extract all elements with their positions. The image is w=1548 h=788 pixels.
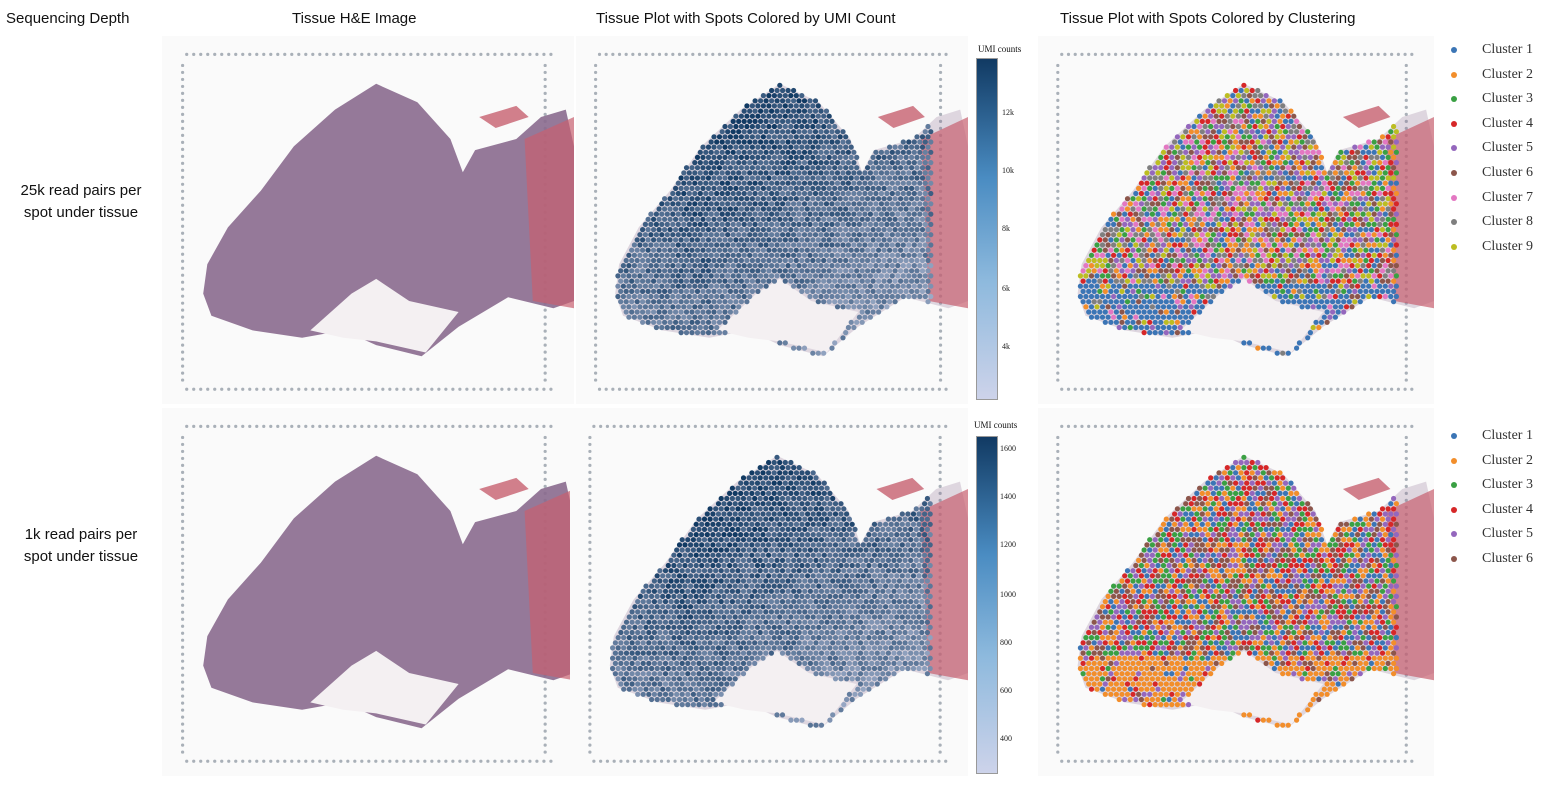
legend-label: Cluster 7 [1482,189,1533,205]
legend-label: Cluster 2 [1482,66,1533,82]
legend-item: Cluster 3 [1448,477,1548,493]
umi-colorbar-row2: UMI counts 1600 1400 1200 1000 800 600 4… [970,416,1030,778]
colorbar-tick: 10k [1002,166,1014,175]
legend-item: Cluster 1 [1448,428,1548,444]
cluster-plot-row1 [1038,36,1434,404]
tissue-svg [1056,52,1434,391]
legend-label: Cluster 5 [1482,140,1533,156]
legend-dot-icon [1451,457,1457,464]
legend-label: Cluster 2 [1482,452,1533,468]
legend-label: Cluster 5 [1482,526,1533,542]
row-label-25k-line1: 25k read pairs per [20,182,142,199]
colorbar-title: UMI counts [974,420,1018,430]
legend-dot-icon [1451,506,1457,513]
legend-label: Cluster 4 [1482,115,1533,131]
legend-item: Cluster 6 [1448,551,1548,567]
legend-dot-icon [1451,120,1457,127]
legend-dot-icon [1451,170,1457,176]
legend-dot-icon [1451,194,1457,201]
legend-item: Cluster 4 [1448,502,1548,518]
colorbar-tick: 1400 [1000,492,1016,501]
legend-item: Cluster 3 [1448,91,1548,107]
tissue-svg [1056,424,1434,763]
colorbar-tick: 1600 [1000,444,1016,453]
legend-item: Cluster 1 [1448,42,1548,58]
header-umi-plot: Tissue Plot with Spots Colored by UMI Co… [596,10,896,27]
colorbar-tick: 600 [1000,686,1012,695]
colorbar-gradient [976,436,998,774]
colorbar-title: UMI counts [978,44,1022,54]
legend-dot-icon [1451,219,1457,226]
colorbar-gradient [976,58,998,400]
legend-item: Cluster 2 [1448,453,1548,469]
legend-dot-icon [1451,482,1457,489]
legend-dot-icon [1451,433,1457,439]
legend-label: Cluster 6 [1482,165,1533,180]
legend-label: Cluster 6 [1482,551,1533,566]
legend-dot-icon [1451,145,1457,152]
legend-label: Cluster 4 [1482,501,1533,517]
legend-item: Cluster 5 [1448,140,1548,156]
colorbar-tick: 1200 [1000,540,1016,549]
legend-label: Cluster 8 [1482,214,1533,230]
legend-dot-icon [1451,243,1457,250]
legend-dot-icon [1451,556,1457,562]
header-sequencing-depth: Sequencing Depth [6,10,130,27]
legend-label: Cluster 3 [1482,477,1533,493]
legend-item: Cluster 2 [1448,67,1548,83]
legend-item: Cluster 9 [1448,239,1548,255]
tissue-svg [181,52,574,391]
legend-label: Cluster 1 [1482,42,1533,57]
header-he-image: Tissue H&E Image [292,10,417,27]
legend-dot-icon [1451,47,1457,53]
he-image-row2 [162,408,574,776]
umi-plot-row2 [570,408,968,776]
legend-item: Cluster 4 [1448,116,1548,132]
legend-dot-icon [1451,96,1457,103]
row-label-1k-line2: spot under tissue [23,548,139,565]
cluster-legend-row2: Cluster 1 Cluster 2 Cluster 3 Cluster 4 Clus… [1448,428,1544,578]
row-label-1k-line1: 1k read pairs per [24,526,138,543]
legend-item: Cluster 6 [1448,165,1548,181]
cluster-legend-row1: Cluster 1 Cluster 2 Cluster 3 Cluster 4 Clus… [1448,42,1544,254]
colorbar-tick: 1000 [1000,590,1016,599]
umi-colorbar-row1: UMI counts 12k 10k 8k 6k 4k [970,40,1030,400]
row-label-1k: 1k read pairs per spot under tissue [6,524,156,568]
row-label-25k: 25k read pairs per spot under tissue [6,180,156,224]
legend-item: Cluster 8 [1448,214,1548,230]
colorbar-tick: 6k [1002,284,1010,293]
umi-plot-row1 [576,36,968,404]
header-cluster-plot: Tissue Plot with Spots Colored by Cluste… [1060,10,1356,27]
tissue-svg [594,52,968,391]
legend-label: Cluster 1 [1482,428,1533,443]
legend-dot-icon [1451,71,1457,78]
colorbar-tick: 12k [1002,108,1014,117]
he-image-row1 [162,36,574,404]
legend-label: Cluster 9 [1482,238,1533,254]
row-label-25k-line2: spot under tissue [23,204,139,221]
colorbar-tick: 800 [1000,638,1012,647]
legend-dot-icon [1451,531,1457,538]
tissue-svg [588,424,968,763]
cluster-plot-row2 [1038,408,1434,776]
colorbar-tick: 400 [1000,734,1012,743]
colorbar-tick: 8k [1002,224,1010,233]
legend-label: Cluster 3 [1482,91,1533,107]
legend-item: Cluster 5 [1448,526,1548,542]
colorbar-tick: 4k [1002,342,1010,351]
legend-item: Cluster 7 [1448,190,1548,206]
tissue-svg [181,424,574,763]
